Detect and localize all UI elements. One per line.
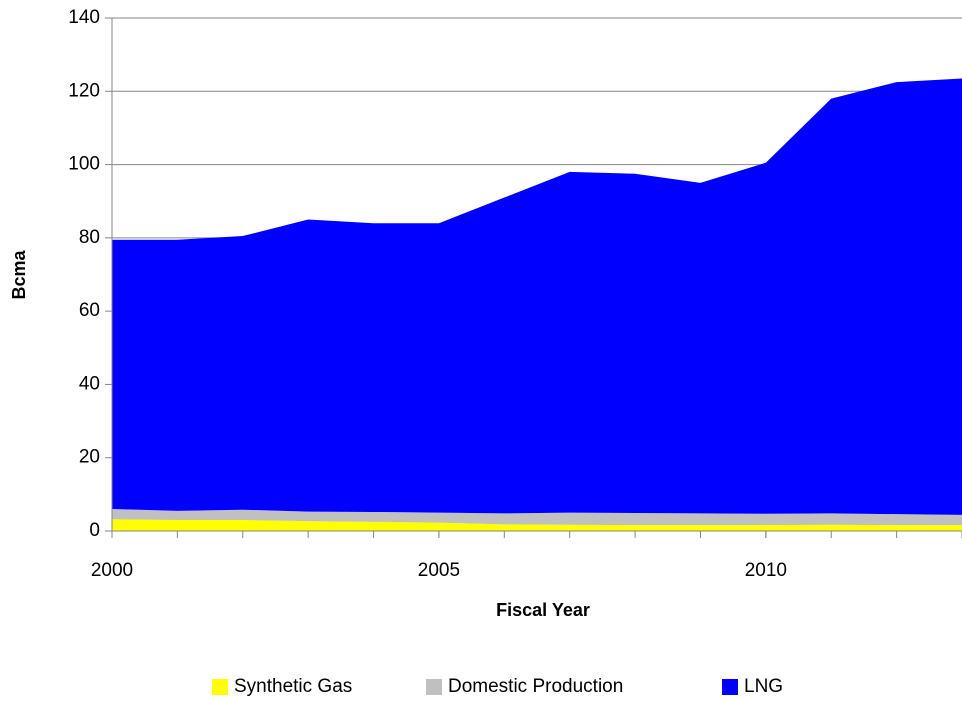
area	[112, 78, 962, 515]
y-tick-label: 140	[68, 7, 100, 28]
legend-label: LNG	[744, 676, 783, 697]
y-tick-label: 0	[89, 520, 100, 541]
area	[112, 509, 962, 526]
y-axis-title: Bcma	[9, 250, 29, 300]
y-tick-label: 80	[79, 227, 100, 248]
y-tick-label: 40	[79, 373, 100, 394]
x-tick-label: 2005	[418, 560, 460, 581]
x-tick-label: 2000	[91, 560, 133, 581]
y-tick-label: 20	[79, 447, 100, 468]
x-tick-label: 2010	[745, 560, 787, 581]
legend-swatch	[426, 679, 442, 695]
area	[112, 519, 962, 531]
y-tick-label: 100	[68, 154, 100, 175]
legend-swatch	[722, 679, 738, 695]
legend-label: Synthetic Gas	[234, 676, 352, 697]
y-tick-label: 60	[79, 300, 100, 321]
x-axis-title: Fiscal Year	[496, 600, 590, 620]
legend-label: Domestic Production	[448, 676, 623, 697]
legend-swatch	[212, 679, 228, 695]
y-tick-label: 120	[68, 80, 100, 101]
